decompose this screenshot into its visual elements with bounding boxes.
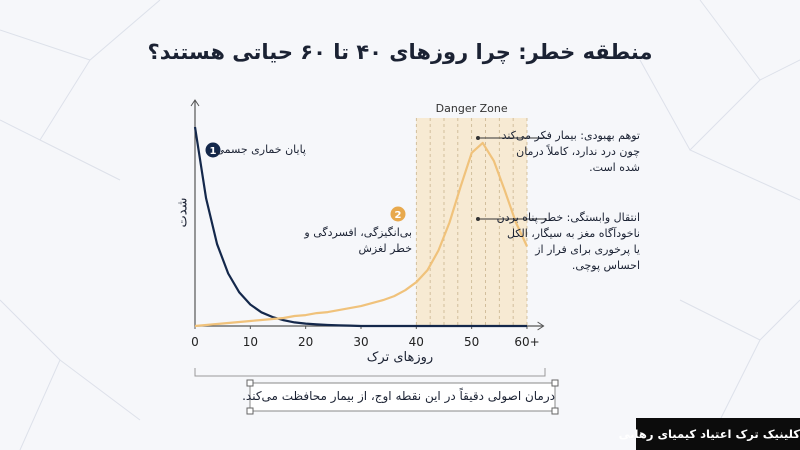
x-arrow xyxy=(537,321,545,331)
box-handle xyxy=(246,407,254,415)
bracket xyxy=(194,368,546,377)
series-line xyxy=(194,141,528,328)
x-tick-label: 50 xyxy=(464,335,479,349)
annotation-text: شده است. xyxy=(589,161,640,174)
badge-number: 2 xyxy=(395,210,402,221)
x-tick-label: 60+ xyxy=(514,335,539,349)
x-tick-label: 30 xyxy=(353,335,368,349)
footer-note: درمان اصولی دقیقاً در این نقطه اوج، از ب… xyxy=(242,389,555,403)
x-tick-label: 10 xyxy=(243,335,258,349)
brand: کلینیک ترک اعتیاد کیمیای رهایی xyxy=(619,418,800,450)
annotation-text: احساس پوچی. xyxy=(571,259,640,272)
badge-number: 1 xyxy=(210,146,217,157)
x-tick-label: 0 xyxy=(191,335,199,349)
annotation-text: یا پرخوری برای فرار از xyxy=(535,243,640,256)
annotation-text: خطر لغزش xyxy=(358,242,412,255)
annotation-text: چون درد ندارد، کاملاً درمان xyxy=(516,145,640,158)
x-axis-label: روزهای ترک xyxy=(366,350,434,365)
leader-dot xyxy=(476,136,480,140)
x-tick-label: 40 xyxy=(409,335,424,349)
y-arrow xyxy=(190,99,200,107)
annotation-text: انتقال وابستگی: خطر پناه بردن xyxy=(496,211,640,224)
badge xyxy=(390,206,406,222)
note-box xyxy=(249,382,556,412)
zone-label: Danger Zone xyxy=(436,102,508,115)
badge xyxy=(205,142,221,158)
annotation-text: بی‌انگیزگی، افسردگی و xyxy=(304,226,412,239)
y-axis-label: شدت xyxy=(175,197,191,228)
box-handle xyxy=(551,379,559,387)
annotation-text: توهم بهبودی: بیمار فکر می‌کند xyxy=(501,129,640,142)
x-tick-label: 20 xyxy=(298,335,313,349)
chart-title: منطقه خطر: چرا روزهای ۴۰ تا ۶۰ حیاتی هست… xyxy=(147,40,653,64)
annotation-text: پایان خماری جسمی xyxy=(215,143,306,156)
box-handle xyxy=(551,407,559,415)
annotation-text: ناخودآگاه مغز به سیگار، الکل xyxy=(506,227,640,240)
box-handle xyxy=(246,379,254,387)
leader-dot xyxy=(476,217,480,221)
series-line xyxy=(193,126,527,328)
